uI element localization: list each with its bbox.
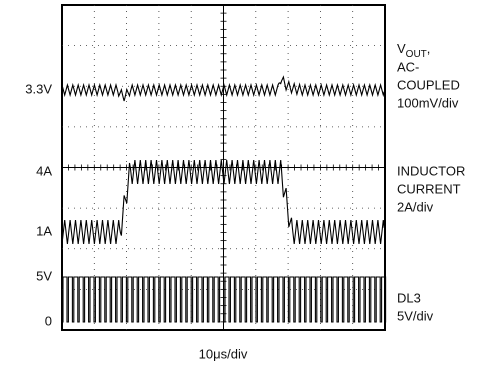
- vout-line: COUPLED: [397, 77, 460, 92]
- inductor-line: 2A/div: [397, 199, 434, 214]
- vout-sub: OUT: [406, 49, 427, 60]
- level-label: 4A: [36, 163, 52, 178]
- inductor-line: INDUCTOR: [397, 163, 465, 178]
- inductor-trace: [61, 159, 385, 245]
- vout-label: VOUT,: [397, 41, 430, 59]
- vout-suffix: ,: [427, 41, 431, 56]
- level-label: 5V: [36, 268, 52, 283]
- vout-trace: [61, 75, 385, 102]
- grid: [62, 5, 385, 330]
- level-label: 0: [45, 313, 52, 328]
- vout-line: 100mV/div: [397, 95, 459, 110]
- vout-line: AC-: [397, 59, 419, 74]
- dl3-line: 5V/div: [397, 308, 434, 323]
- dl3-line: DL3: [397, 290, 421, 305]
- vout-main: V: [397, 41, 406, 56]
- time-scale: 10μs/div: [199, 346, 248, 361]
- inductor-line: CURRENT: [397, 181, 461, 196]
- dl3-trace: [62, 276, 387, 323]
- level-label: 1A: [36, 223, 52, 238]
- traces: [61, 75, 387, 323]
- level-label: 3.3V: [25, 81, 52, 96]
